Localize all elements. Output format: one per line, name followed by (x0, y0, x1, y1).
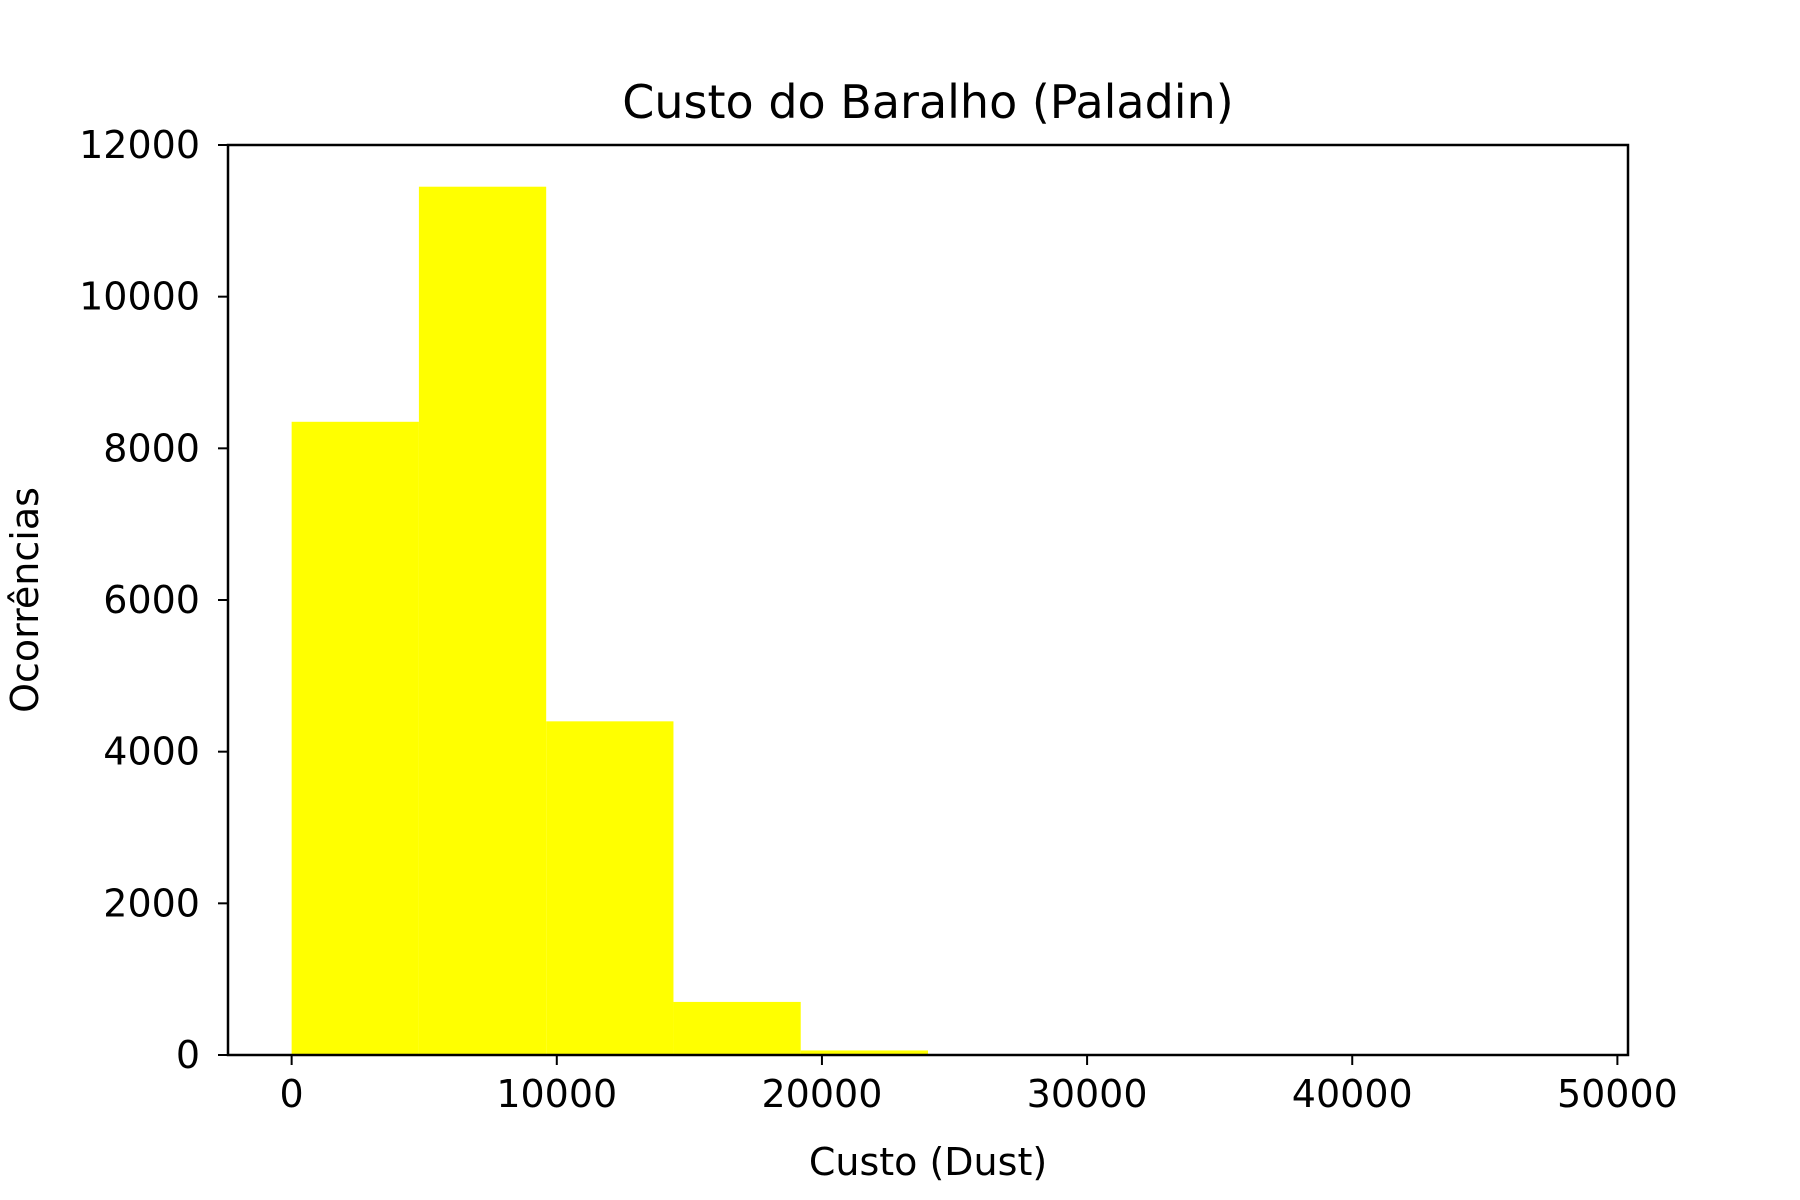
x-tick-label: 0 (280, 1072, 304, 1116)
histogram-bar-4 (673, 1001, 801, 1055)
histogram-bar-2 (418, 186, 547, 1056)
x-tick-label: 30000 (1027, 1072, 1148, 1116)
histogram-bar-5 (800, 1050, 928, 1055)
y-tick-label: 12000 (79, 123, 200, 167)
bars-group (291, 186, 928, 1056)
y-tick-label: 2000 (103, 881, 200, 925)
x-tick-label: 50000 (1557, 1072, 1678, 1116)
y-tick-label: 0 (176, 1033, 200, 1077)
histogram-bar-3 (546, 721, 674, 1055)
y-tick-label: 4000 (103, 730, 200, 774)
chart-title: Custo do Baralho (Paladin) (622, 75, 1233, 129)
y-tick-label: 8000 (103, 426, 200, 470)
x-tick-label: 10000 (496, 1072, 617, 1116)
x-tick-label: 20000 (761, 1072, 882, 1116)
y-axis-ticks: 0 2000 4000 6000 8000 10000 12000 (79, 123, 228, 1077)
histogram-bar-1 (291, 421, 419, 1056)
x-tick-label: 40000 (1292, 1072, 1413, 1116)
y-axis-label: Ocorrências (3, 487, 47, 713)
y-tick-label: 6000 (103, 578, 200, 622)
x-axis-ticks: 0 10000 20000 30000 40000 50000 (280, 1055, 1678, 1116)
y-tick-label: 10000 (79, 275, 200, 319)
x-axis-label: Custo (Dust) (809, 1140, 1047, 1184)
